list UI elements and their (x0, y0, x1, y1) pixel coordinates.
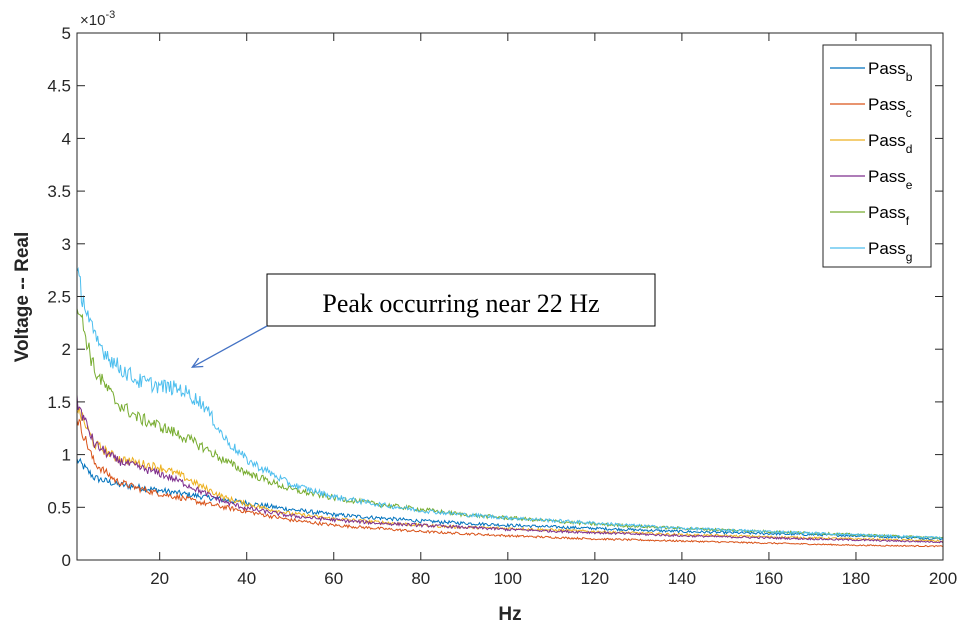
x-tick-label: 40 (237, 569, 256, 588)
series-layer (76, 267, 944, 548)
y-tick-label: 0 (62, 551, 71, 570)
y-tick-label: 4 (62, 129, 71, 148)
series-line-pass-c (76, 418, 944, 548)
y-exponent-label: ×10-3 (80, 9, 115, 29)
legend-label-f: Passf (868, 203, 910, 228)
series-line-pass-g (76, 267, 944, 540)
annotation-arrowhead (190, 357, 204, 368)
x-tick-label: 180 (842, 569, 870, 588)
y-tick-label: 1.5 (47, 393, 71, 412)
x-tick-label: 100 (494, 569, 522, 588)
x-tick-label: 20 (150, 569, 169, 588)
x-tick-label: 120 (581, 569, 609, 588)
x-tick-label: 140 (668, 569, 696, 588)
annotation-arrow (192, 325, 268, 368)
y-tick-label: 2.5 (47, 288, 71, 307)
legend-entries: Passb Passc Passd Passe Passf Passg (830, 59, 913, 264)
legend-box (822, 44, 932, 268)
y-axis-title: Voltage -- Real (12, 232, 33, 363)
legend: Passb Passc Passd Passe Passf Passg (822, 44, 932, 268)
annotation-text: Peak occurring near 22 Hz (322, 289, 599, 318)
series-line-pass-d (76, 406, 944, 543)
y-tick-label: 5 (62, 24, 71, 43)
legend-label-e: Passe (868, 167, 913, 192)
x-tick-label: 80 (411, 569, 430, 588)
legend-label-b: Passb (868, 59, 913, 84)
y-tick-label: 0.5 (47, 498, 71, 517)
x-tick-label: 60 (324, 569, 343, 588)
y-tick-label: 3 (62, 235, 71, 254)
y-tick-label: 3.5 (47, 182, 71, 201)
annotation-box (266, 273, 656, 327)
x-tick-label: 200 (929, 569, 957, 588)
annotation: Peak occurring near 22 Hz (190, 273, 656, 368)
y-tick-label: 1 (62, 446, 71, 465)
ticks-layer: 20 40 60 80 100 120 140 160 180 200 0 0.5 1 1.5 2 2.5 3 3… (47, 24, 957, 588)
x-axis-title: Hz (498, 604, 521, 625)
y-tick-label: 2 (62, 340, 71, 359)
y-exponent-power: -3 (105, 9, 115, 21)
x-tick-label: 160 (755, 569, 783, 588)
series-line-pass-e (76, 394, 944, 544)
legend-label-c: Passc (868, 95, 912, 120)
legend-label-g: Passg (868, 239, 912, 264)
legend-label-d: Passd (868, 131, 912, 156)
y-tick-label: 4.5 (47, 77, 71, 96)
